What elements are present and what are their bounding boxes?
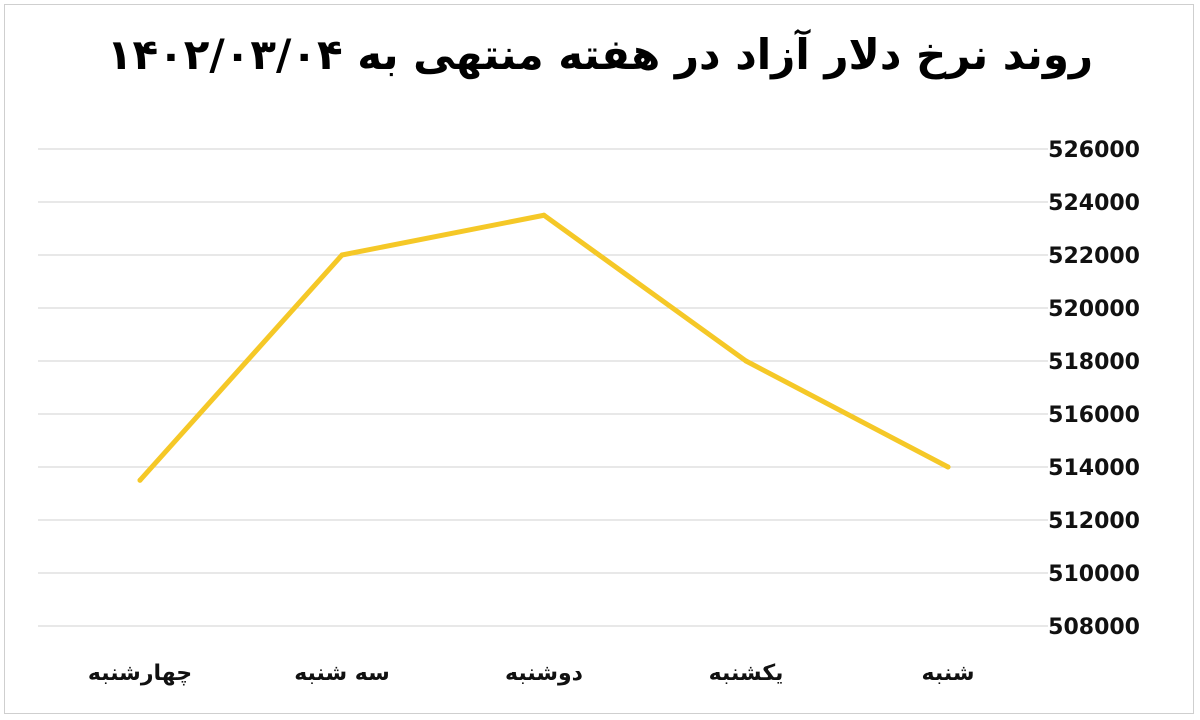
y-tick-label: 524000: [1048, 191, 1140, 216]
y-tick-label: 526000: [1048, 138, 1140, 163]
x-category-label: سه شنبه: [294, 661, 390, 686]
gridlines: [38, 148, 1048, 627]
data-point: [339, 252, 345, 258]
y-tick-label: 512000: [1048, 509, 1140, 534]
y-tick-label: 508000: [1048, 615, 1140, 640]
y-tick-label: 518000: [1048, 350, 1140, 375]
data-point: [541, 212, 547, 218]
series-layer: [137, 212, 951, 483]
y-tick-label: 514000: [1048, 456, 1140, 481]
x-category-label: شنبه: [922, 661, 975, 686]
data-point: [743, 358, 749, 364]
y-tick-label: 520000: [1048, 297, 1140, 322]
x-axis-labels: چهارشنبه سه شنبه دوشنبه یکشنبه شنبه: [88, 661, 975, 686]
y-tick-label: 516000: [1048, 403, 1140, 428]
y-tick-label: 510000: [1048, 562, 1140, 587]
data-point: [137, 477, 143, 483]
x-category-label: دوشنبه: [505, 661, 583, 686]
chart-frame: [4, 4, 1194, 714]
chart-title: روند نرخ دلار آزاد در هفته منتهی به ۱۴۰۲…: [106, 30, 1094, 79]
data-point: [945, 464, 951, 470]
y-axis-ticks: 526000 524000 522000 520000 518000 516000 5140…: [1048, 138, 1140, 640]
y-tick-label: 522000: [1048, 244, 1140, 269]
x-category-label: چهارشنبه: [88, 661, 192, 686]
x-category-label: یکشنبه: [709, 661, 784, 686]
